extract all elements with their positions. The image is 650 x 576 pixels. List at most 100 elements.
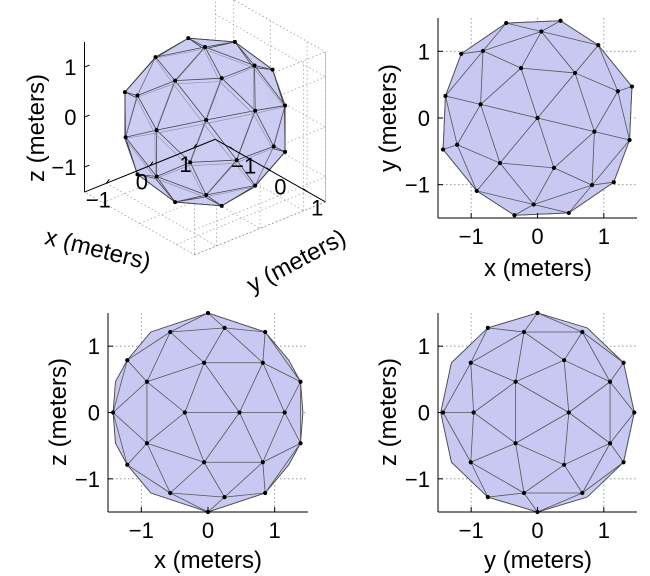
y-tick-label-2-0: −1 bbox=[75, 467, 100, 492]
mesh-edge-3d-89 bbox=[154, 83, 174, 134]
mesh-edge-1-0 bbox=[445, 53, 462, 97]
mesh-edge-1-70 bbox=[613, 139, 630, 183]
mesh-edge-3-116 bbox=[537, 492, 583, 513]
mesh-edge-1-13 bbox=[506, 20, 561, 24]
mesh-vertex-3-22 bbox=[580, 329, 585, 335]
mesh-edge-1-108 bbox=[476, 190, 534, 205]
mesh-edge-3d-6 bbox=[205, 78, 223, 121]
y-tick-label-2-2: 1 bbox=[88, 334, 100, 359]
x-tick-label-3-1: 0 bbox=[531, 518, 543, 543]
mesh-edge-3d-16 bbox=[205, 159, 238, 196]
x-tick-3d-0 bbox=[105, 178, 110, 184]
mesh-edge-2-95 bbox=[224, 492, 266, 498]
mesh-edge-1-74 bbox=[594, 131, 630, 141]
y-tick-label-3d-1: 0 bbox=[274, 175, 286, 200]
mesh-edge-1-35 bbox=[541, 31, 599, 46]
mesh-edge-2-84 bbox=[203, 362, 240, 413]
mesh-edge-3d-103 bbox=[253, 67, 285, 107]
mesh-vertex-1-16 bbox=[504, 20, 509, 26]
mesh-edge-1-109 bbox=[499, 162, 534, 205]
x-tick-label-1-0: −1 bbox=[459, 224, 484, 249]
mesh-edge-2-93 bbox=[262, 442, 301, 463]
mesh-edge-1-46 bbox=[537, 117, 555, 169]
mesh-edge-1-48 bbox=[499, 162, 554, 169]
mesh-vertex-3-30 bbox=[607, 441, 613, 446]
mesh-edge-3-103 bbox=[515, 381, 569, 413]
mesh-edge-2-60 bbox=[170, 492, 225, 498]
mesh-edge-2-89 bbox=[203, 412, 240, 463]
mesh-vertex-1-0 bbox=[459, 51, 464, 56]
mesh-edge-3d-69 bbox=[272, 148, 286, 153]
mesh-vertex-2-3 bbox=[282, 410, 287, 415]
mesh-vertex-1-15 bbox=[539, 29, 544, 34]
mesh-edge-3d-38 bbox=[254, 65, 256, 111]
panel-side-view: −1 −1 0 0 1 1 y (meters) z (meters) bbox=[375, 310, 637, 574]
mesh-edge-3d-95 bbox=[188, 163, 235, 167]
mesh-edge-2-34 bbox=[112, 360, 128, 413]
mesh-vertex-3d-20 bbox=[154, 174, 159, 179]
mesh-edge-3-69 bbox=[563, 442, 611, 466]
mesh-vertex-3-33 bbox=[521, 329, 527, 335]
mesh-edge-2-55 bbox=[146, 412, 186, 444]
mesh-edge-2-88 bbox=[184, 412, 205, 463]
mesh-edge-3-38 bbox=[582, 331, 624, 364]
mesh-edge-3d-99 bbox=[234, 148, 273, 164]
mesh-vertex-3d-1 bbox=[271, 144, 276, 149]
mesh-edge-3d-1 bbox=[156, 119, 207, 131]
mesh-edge-3-76 bbox=[470, 327, 489, 363]
mesh-edge-3d-2 bbox=[189, 119, 207, 163]
mesh-edge-1-110 bbox=[476, 162, 501, 192]
mesh-vertex-2-32 bbox=[298, 379, 303, 384]
mesh-vertex-2-35 bbox=[202, 360, 207, 365]
z-axis-label-side-view: z (meters) bbox=[375, 358, 402, 466]
mesh-edge-2-76 bbox=[224, 327, 264, 364]
x-tick-label-2-2: 1 bbox=[269, 518, 281, 543]
mesh-vertex-2-4 bbox=[222, 325, 227, 330]
mesh-edge-2-87 bbox=[262, 412, 286, 463]
mesh-vertex-3-17 bbox=[621, 460, 626, 465]
grid-line-3d-2-5 bbox=[215, 13, 326, 78]
mesh-edge-2-62 bbox=[207, 496, 225, 513]
z-tick-label-3d-0: −1 bbox=[51, 155, 76, 180]
mesh-vertex-2-37 bbox=[202, 460, 207, 465]
y-tick-label-1-0: −1 bbox=[405, 173, 430, 198]
mesh-edge-2-92 bbox=[203, 462, 225, 498]
mesh-vertex-2-39 bbox=[263, 490, 268, 496]
mesh-edge-3d-14 bbox=[236, 110, 256, 161]
mesh-edge-3d-87 bbox=[203, 81, 221, 125]
mesh-edge-2-90 bbox=[224, 461, 264, 498]
x-tick-label-3d-1: 0 bbox=[136, 170, 148, 195]
mesh-edge-3d-23 bbox=[156, 176, 207, 196]
mesh-vertex-3d-15 bbox=[253, 108, 258, 113]
mesh-edge-3d-43 bbox=[204, 46, 223, 79]
mesh-edge-1-107 bbox=[537, 72, 576, 119]
mesh-edge-1-105 bbox=[537, 117, 595, 132]
mesh-edge-3d-4 bbox=[156, 80, 176, 131]
mesh-vertex-1-32 bbox=[627, 137, 632, 143]
x-tick-label-1-2: 1 bbox=[598, 224, 610, 249]
sphere-mesh-3d bbox=[122, 36, 288, 208]
mesh-edge-2-50 bbox=[126, 359, 148, 383]
mesh-vertex-3-41 bbox=[566, 410, 571, 415]
x-tick-label-3-0: −1 bbox=[459, 518, 484, 543]
mesh-edge-3d-59 bbox=[175, 196, 206, 203]
mesh-edge-2-96 bbox=[262, 462, 266, 494]
mesh-vertex-3d-25 bbox=[203, 44, 207, 49]
mesh-vertex-2-40 bbox=[298, 441, 303, 446]
mesh-edge-2-112 bbox=[146, 442, 205, 463]
mesh-vertex-2-24 bbox=[168, 329, 173, 335]
mesh-edge-3d-34 bbox=[125, 95, 138, 138]
mesh-edge-2-74 bbox=[264, 331, 301, 382]
mesh-edge-2-53 bbox=[146, 381, 186, 413]
mesh-edge-3-39 bbox=[563, 359, 611, 383]
mesh-edge-3d-85 bbox=[136, 58, 156, 98]
y-tick-label-1-2: 1 bbox=[418, 39, 430, 64]
mesh-vertex-2-38 bbox=[260, 460, 265, 465]
mesh-edge-1-9 bbox=[482, 22, 507, 52]
mesh-edge-3-77 bbox=[470, 331, 525, 364]
mesh-edge-3d-53 bbox=[124, 91, 137, 98]
mesh-edge-2-94 bbox=[284, 412, 301, 444]
mesh-edge-1-81 bbox=[533, 167, 555, 205]
mesh-edge-3d-72 bbox=[203, 48, 221, 82]
mesh-vertex-1-34 bbox=[589, 182, 595, 188]
